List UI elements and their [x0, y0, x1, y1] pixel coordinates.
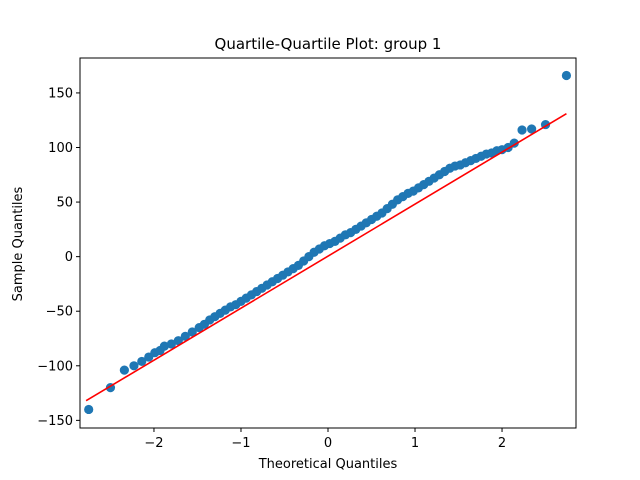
x-tick-label: 1 — [411, 436, 419, 451]
data-point — [561, 70, 572, 81]
x-tick-label: −1 — [231, 436, 250, 451]
x-axis-label: Theoretical Quantiles — [258, 457, 398, 472]
data-point — [527, 124, 537, 134]
data-point — [84, 404, 94, 415]
y-tick-label: −100 — [37, 359, 73, 374]
y-tick-label: 150 — [48, 86, 73, 101]
y-tick-label: 50 — [56, 196, 73, 211]
data-point — [129, 361, 139, 371]
data-point — [187, 327, 197, 337]
data-point — [159, 341, 170, 351]
data-point — [119, 365, 129, 375]
data-point — [517, 125, 527, 135]
data-point — [180, 331, 190, 341]
data-point — [166, 339, 176, 349]
y-tick-label: 100 — [48, 141, 73, 156]
x-tick-label: −2 — [144, 436, 163, 451]
y-tick-label: 0 — [65, 250, 73, 265]
data-point — [137, 356, 147, 367]
y-tick-label: −50 — [46, 305, 73, 320]
data-point — [173, 336, 183, 346]
y-axis-label: Sample Quantiles — [11, 186, 26, 301]
x-tick-label: 2 — [498, 436, 506, 451]
chart-title: Quartile-Quartile Plot: group 1 — [215, 35, 442, 53]
x-tick-label: 0 — [324, 436, 332, 451]
reference-line — [85, 112, 567, 402]
y-tick-label: −150 — [37, 414, 73, 429]
